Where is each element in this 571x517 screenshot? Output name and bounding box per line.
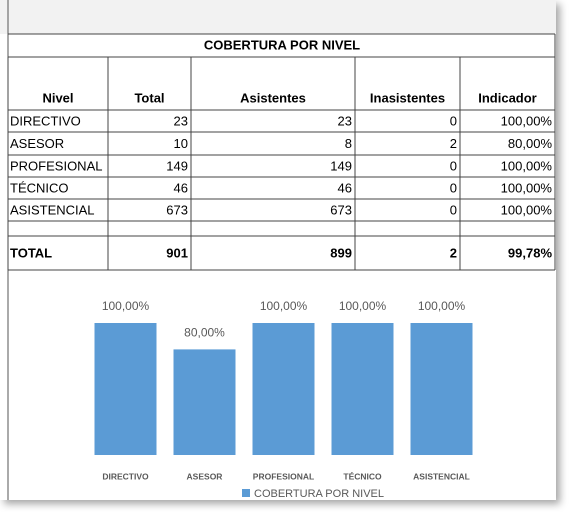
table-cell: 673 <box>166 202 188 217</box>
column-header: Indicador <box>478 90 537 105</box>
table-cell: 100,00% <box>501 158 553 173</box>
x-tick-label: ASESOR <box>187 471 223 481</box>
top-band <box>0 0 556 34</box>
data-label: 100,00% <box>260 299 308 313</box>
x-tick-label: DIRECTIVO <box>102 471 149 481</box>
table-cell: TÉCNICO <box>10 180 69 195</box>
table-cell: 100,00% <box>501 180 553 195</box>
column-header: Nivel <box>42 90 73 105</box>
table-cell: 2 <box>450 245 457 260</box>
table-cell: 100,00% <box>501 113 553 128</box>
table-cell: DIRECTIVO <box>10 113 81 128</box>
table-cell: 149 <box>330 158 352 173</box>
table-cell: ASISTENCIAL <box>10 202 95 217</box>
bar <box>252 323 315 455</box>
column-header: Inasistentes <box>370 90 445 105</box>
column-header: Total <box>134 90 164 105</box>
legend-label: COBERTURA POR NIVEL <box>254 488 384 500</box>
x-tick-label: ASISTENCIAL <box>413 471 470 481</box>
table-cell: 149 <box>166 158 188 173</box>
data-label: 100,00% <box>418 299 466 313</box>
table-cell: 0 <box>450 113 457 128</box>
data-label: 100,00% <box>102 299 150 313</box>
bar <box>410 323 473 455</box>
table-cell: 899 <box>330 245 352 260</box>
table-cell: PROFESIONAL <box>10 158 102 173</box>
table-cell: 10 <box>174 136 188 151</box>
table-cell: 0 <box>450 180 457 195</box>
table-cell: 0 <box>450 158 457 173</box>
column-header: Asistentes <box>240 90 306 105</box>
table-cell: 100,00% <box>501 202 553 217</box>
table-cell: 901 <box>166 245 188 260</box>
table-cell: TOTAL <box>10 245 52 260</box>
table-cell: 2 <box>450 136 457 151</box>
table-title: COBERTURA POR NIVEL <box>204 37 360 52</box>
table-cell: 46 <box>338 180 352 195</box>
bar <box>331 323 394 455</box>
data-label: 80,00% <box>184 326 225 340</box>
table-cell: 99,78% <box>508 245 553 260</box>
table-cell: 80,00% <box>508 136 553 151</box>
bar <box>173 349 236 455</box>
table-cell: 23 <box>338 113 352 128</box>
table-cell: 46 <box>174 180 188 195</box>
table-cell: 23 <box>174 113 188 128</box>
bar <box>94 323 157 455</box>
table-cell: ASESOR <box>10 136 64 151</box>
x-tick-label: PROFESIONAL <box>253 471 314 481</box>
x-tick-label: TÉCNICO <box>343 471 382 481</box>
data-label: 100,00% <box>339 299 387 313</box>
table-cell: 673 <box>330 202 352 217</box>
legend-swatch <box>242 489 250 497</box>
table-cell: 8 <box>345 136 352 151</box>
table-cell: 0 <box>450 202 457 217</box>
